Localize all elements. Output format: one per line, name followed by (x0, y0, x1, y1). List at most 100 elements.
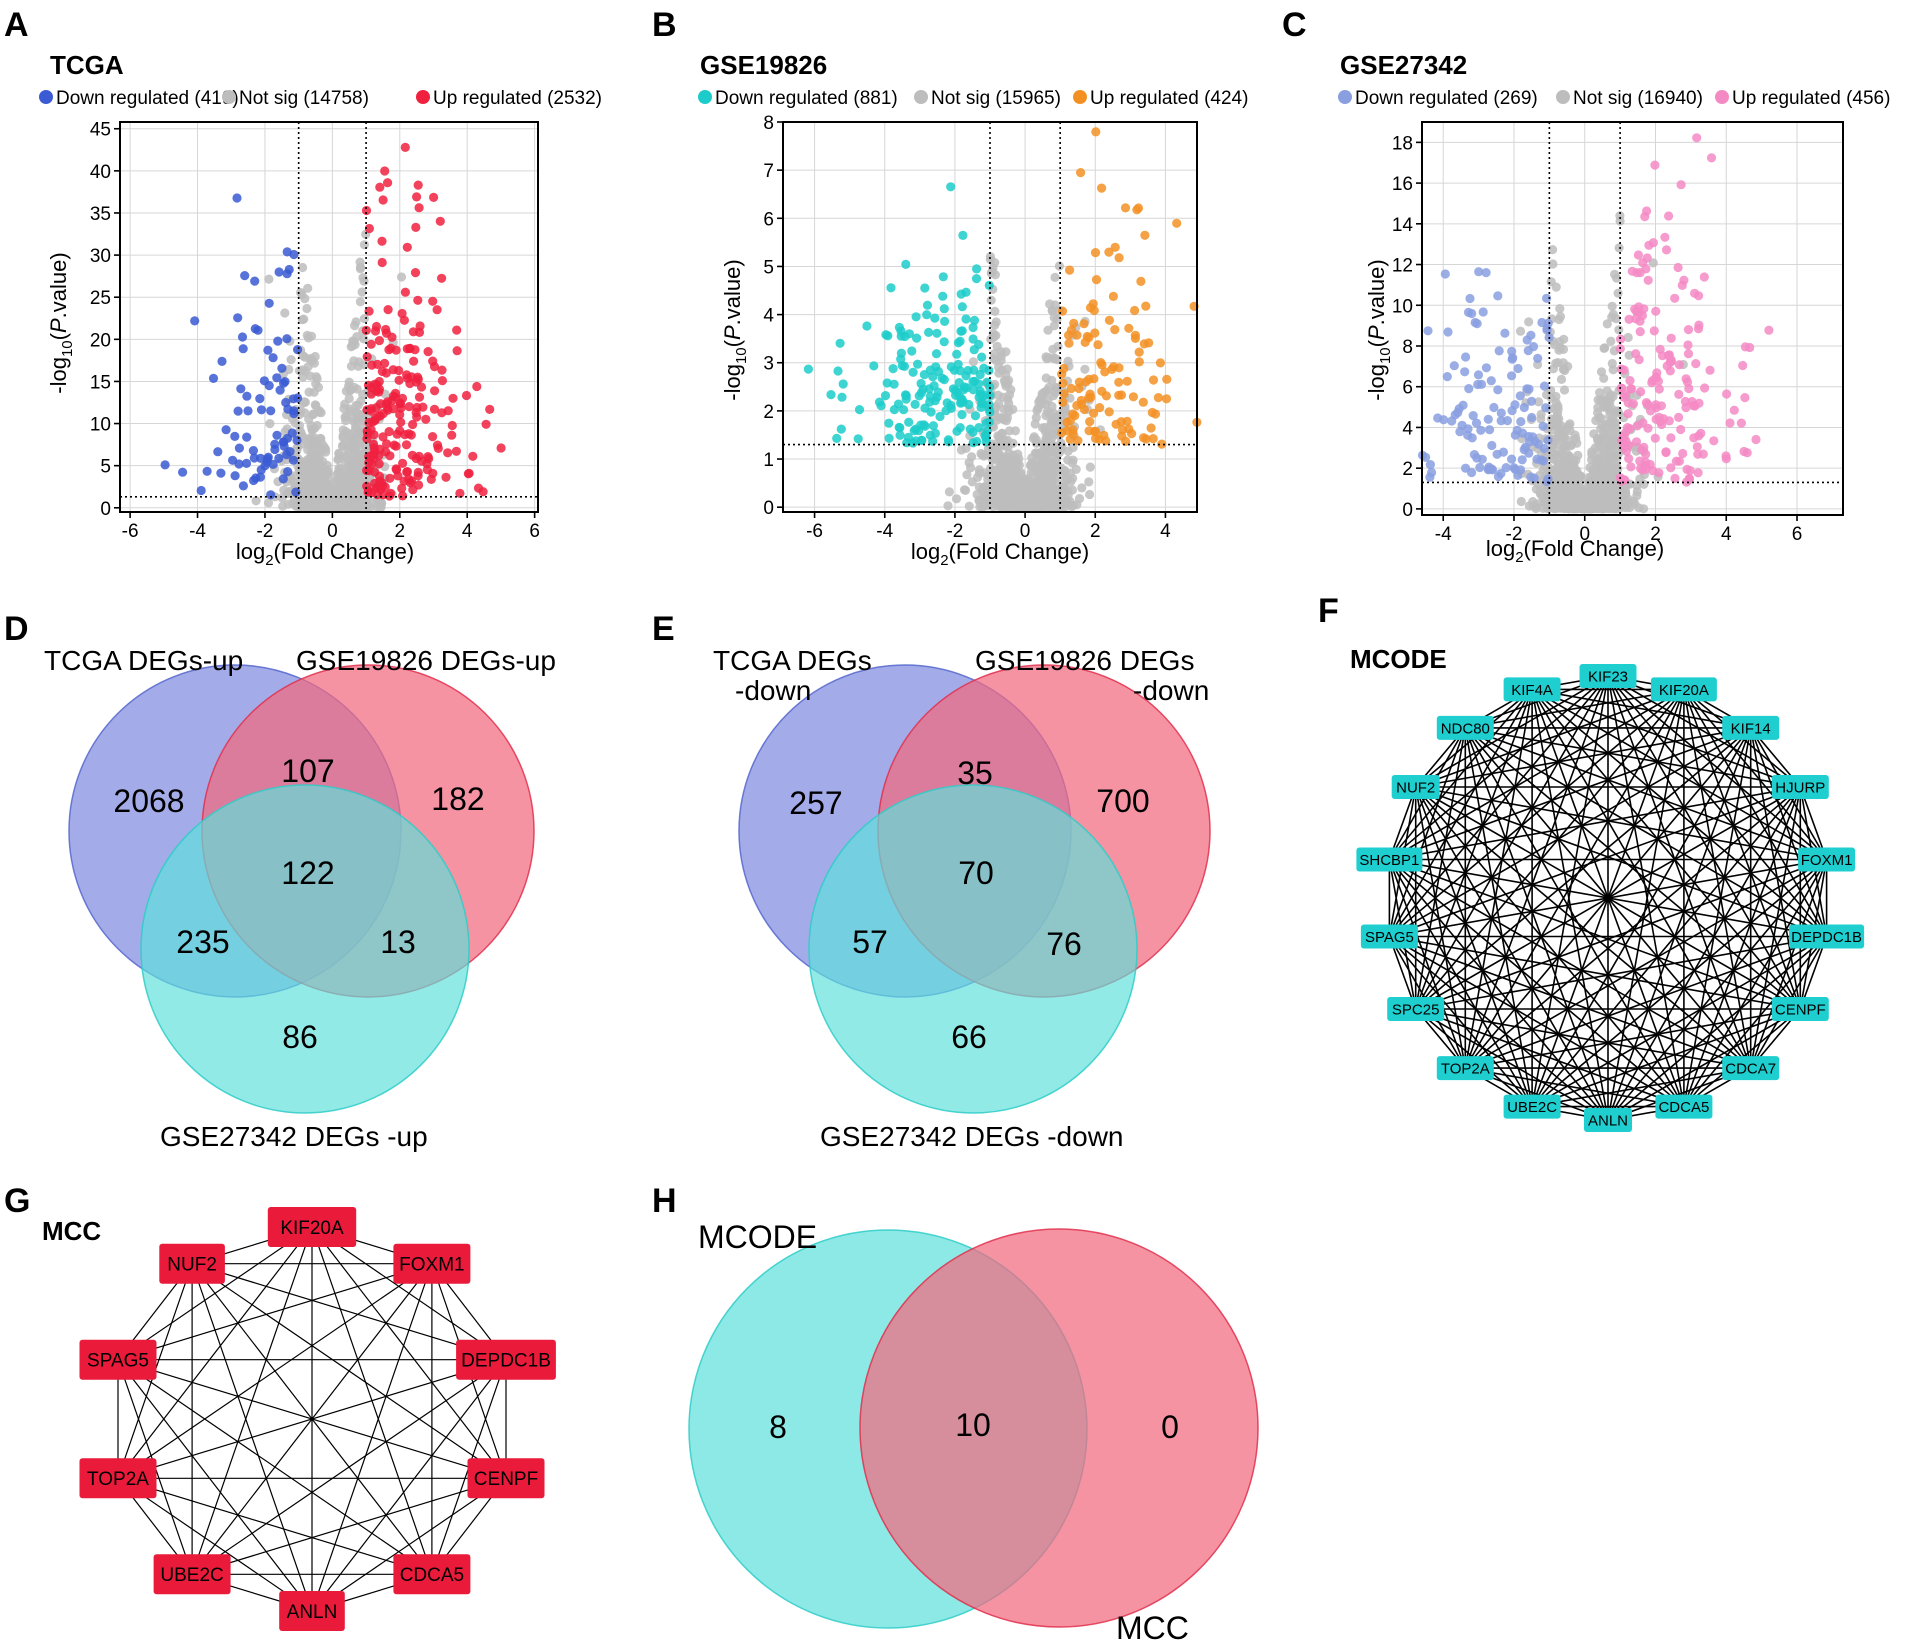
panel-letter-e: E (652, 610, 675, 648)
point-up (1162, 374, 1172, 384)
point-notsig (1028, 458, 1038, 468)
point-notsig (1592, 457, 1602, 467)
point-notsig (1063, 356, 1073, 366)
point-notsig (283, 499, 293, 509)
point-notsig (956, 445, 967, 455)
point-up (468, 451, 478, 461)
point-down (957, 302, 967, 312)
point-up (1729, 405, 1739, 415)
point-down (264, 298, 274, 308)
point-notsig (344, 493, 354, 503)
point-notsig (1030, 419, 1040, 429)
point-down (270, 439, 280, 449)
point-down (250, 276, 260, 286)
point-down (854, 405, 865, 415)
network-node-hjurp: HJURP (1771, 775, 1829, 799)
point-up (428, 296, 438, 306)
network-node-label: CDCA7 (1725, 1061, 1776, 1078)
volcano-plot-c: GSE27342 Down regulated (269) Not sig (1… (1338, 50, 1890, 566)
point-notsig (981, 499, 991, 509)
network-mcc: MCC KIF20AFOXM1DEPDC1BCENPFCDCA5ANLNUBE2… (42, 1207, 556, 1631)
point-up (1085, 303, 1096, 313)
volcano-a-grid (120, 122, 538, 512)
y-tick-label: 2 (763, 402, 774, 423)
point-notsig (990, 320, 1000, 330)
point-down (974, 423, 984, 433)
point-down (963, 365, 973, 376)
network-node-label: UBE2C (160, 1565, 223, 1586)
point-down (833, 366, 843, 376)
point-notsig (981, 450, 991, 460)
network-node-foxm1: FOXM1 (393, 1243, 471, 1284)
venn-diagram-d: TCGA DEGs-up GSE19826 DEGs-up GSE27342 D… (44, 645, 556, 1152)
point-notsig (1067, 485, 1077, 495)
point-up (381, 368, 391, 378)
point-down (1485, 425, 1495, 435)
point-up (414, 392, 425, 402)
network-node-depdc1b: DEPDC1B (456, 1339, 556, 1380)
point-up (1134, 357, 1144, 367)
point-down (939, 337, 949, 347)
point-notsig (1004, 398, 1014, 408)
point-up (1643, 275, 1653, 285)
point-up (1110, 325, 1120, 335)
legend-down-label: Down regulated (269) (1355, 88, 1538, 109)
point-up (1059, 363, 1069, 374)
point-up (1097, 386, 1107, 396)
point-down (273, 336, 283, 346)
point-up (455, 488, 465, 498)
network-node-nuf2: NUF2 (159, 1243, 225, 1284)
point-down (922, 300, 933, 310)
point-up (1692, 133, 1702, 143)
point-up (1150, 409, 1161, 419)
point-down (1465, 293, 1475, 304)
point-up (1623, 409, 1633, 419)
network-node-label: KIF20A (280, 1218, 344, 1239)
volcano-b-axes (782, 121, 1198, 513)
point-up (407, 450, 417, 460)
point-up (1683, 340, 1693, 350)
point-notsig (964, 501, 974, 511)
point-up (1696, 428, 1706, 438)
point-up (1076, 168, 1086, 178)
x-tick-label: 6 (529, 521, 540, 542)
point-notsig (1001, 495, 1012, 506)
point-up (1074, 383, 1084, 394)
point-notsig (1598, 427, 1608, 437)
volcano-c-points (1417, 133, 1774, 514)
point-notsig (312, 420, 322, 431)
point-notsig (1607, 301, 1617, 311)
point-up (376, 399, 386, 409)
point-down (984, 280, 994, 290)
point-down (1439, 415, 1449, 425)
point-notsig (296, 287, 306, 298)
point-notsig (1546, 393, 1556, 403)
point-notsig (312, 465, 322, 476)
network-f-edges (1388, 675, 1828, 1121)
point-notsig (1619, 491, 1629, 501)
point-notsig (1564, 452, 1574, 462)
point-notsig (962, 470, 972, 480)
point-up (1090, 248, 1101, 258)
point-down (938, 272, 948, 282)
point-down (972, 264, 982, 274)
point-notsig (302, 303, 312, 314)
point-notsig (1053, 384, 1063, 394)
point-notsig (1553, 429, 1564, 439)
venn-e-label-set3: GSE27342 DEGs -down (820, 1121, 1124, 1152)
point-up (397, 393, 408, 403)
network-node-label: KIF14 (1731, 720, 1771, 737)
point-up (362, 405, 372, 415)
point-up (1683, 349, 1694, 359)
point-up (402, 242, 412, 252)
point-up (447, 420, 457, 431)
point-down (907, 346, 917, 356)
point-up (1646, 406, 1656, 416)
point-down (1472, 453, 1482, 463)
point-notsig (1077, 483, 1087, 493)
point-notsig (1015, 477, 1025, 487)
point-notsig (1026, 467, 1036, 478)
point-down (1516, 465, 1526, 475)
point-notsig (305, 434, 315, 444)
